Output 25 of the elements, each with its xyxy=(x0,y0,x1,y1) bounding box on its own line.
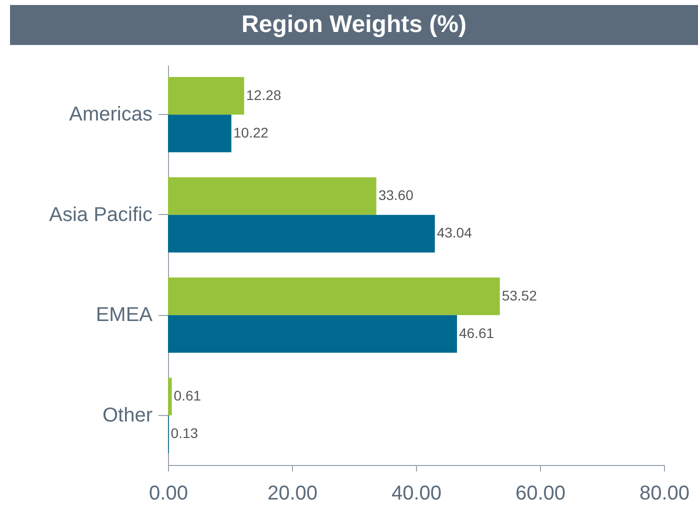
x-tick-label: 20.00 xyxy=(267,482,318,504)
y-tick-label: Americas xyxy=(69,104,152,126)
data-label: 43.04 xyxy=(436,224,472,241)
chart-title: Region Weights (%) xyxy=(10,5,698,45)
x-tick-label: 40.00 xyxy=(391,482,442,504)
bar xyxy=(168,114,232,152)
data-label: 0.13 xyxy=(170,425,198,442)
data-label: 12.28 xyxy=(246,86,282,103)
bar xyxy=(168,214,435,252)
bar xyxy=(168,77,244,115)
bar xyxy=(168,378,172,416)
data-label: 53.52 xyxy=(502,287,538,304)
y-tick-label: Other xyxy=(102,404,153,426)
y-tick-label: Asia Pacific xyxy=(49,204,152,226)
bar xyxy=(168,177,376,215)
y-tick-label: EMEA xyxy=(96,304,154,326)
x-tick-label: 0.00 xyxy=(149,482,188,504)
data-label: 33.60 xyxy=(378,187,414,204)
x-tick-label: 80.00 xyxy=(639,482,690,504)
bar xyxy=(168,278,500,316)
data-label: 46.61 xyxy=(458,324,494,341)
data-label: 10.22 xyxy=(233,124,269,140)
bar xyxy=(168,315,457,353)
x-tick-label: 60.00 xyxy=(515,482,566,504)
data-label: 0.61 xyxy=(174,388,202,404)
